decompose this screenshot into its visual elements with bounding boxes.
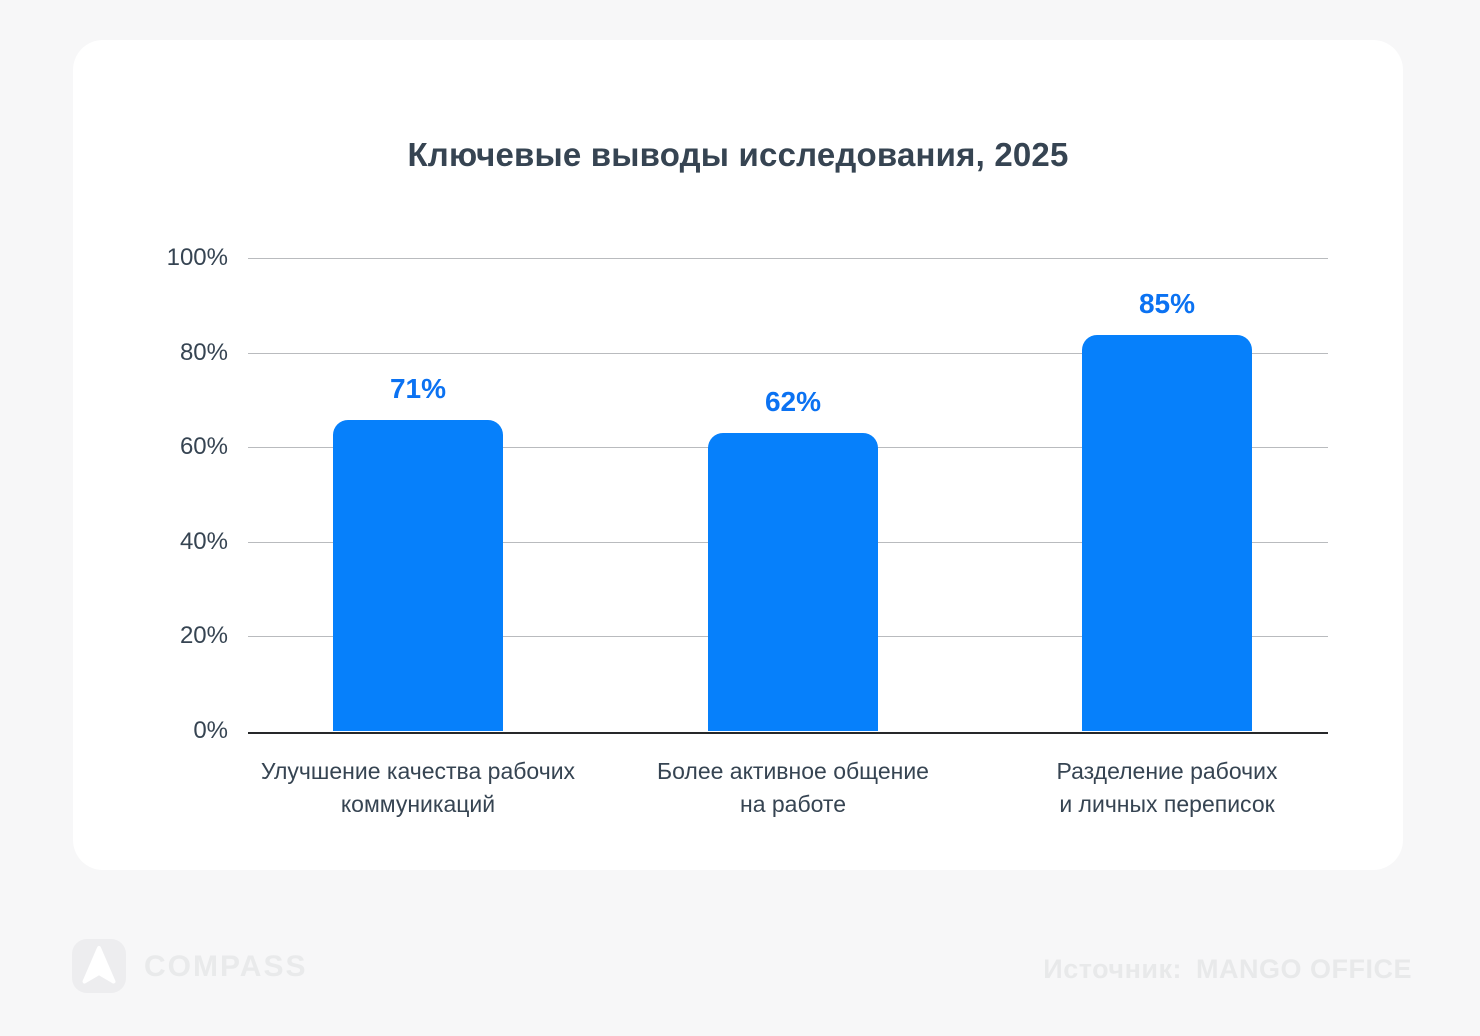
bar-chart-plot-area: 0% 20% 40% 60% 80% 100% 71% Улучшение качества … (167, 246, 1328, 817)
x-category-label-1: Улучшение качества рабочих коммуникаций (260, 758, 576, 817)
x-category-label-3: Разделение рабочих и личных переписок (1056, 758, 1278, 817)
compass-logo (72, 939, 126, 993)
bar-value-label-1: 71% (389, 373, 447, 404)
y-tick-label-20: 20% (179, 622, 228, 649)
gridline-100pct (248, 258, 1328, 259)
y-tick-label-60: 60% (179, 433, 228, 460)
y-tick-label-40: 40% (179, 528, 228, 555)
bar-2 (708, 433, 878, 731)
bar-1 (333, 420, 503, 731)
bar-3 (1082, 335, 1252, 731)
source-credit: Источник: MANGO OFFICE (1043, 954, 1412, 985)
x-category-label-2: Более активное общение на работе (657, 758, 929, 817)
bar-value-label-2: 62% (764, 386, 822, 417)
y-tick-label-0: 0% (193, 717, 228, 744)
x-axis-baseline (248, 732, 1328, 734)
chart-card: Ключевые выводы исследования, 2025 0% 20%… (73, 40, 1403, 870)
gridline-80pct (248, 353, 1328, 354)
y-tick-label-80: 80% (179, 339, 228, 366)
y-tick-label-100: 100% (166, 244, 228, 271)
source-label: Источник: (1043, 954, 1182, 984)
compass-wordmark: COMPASS (144, 950, 308, 983)
bar-value-label-3: 85% (1138, 288, 1196, 319)
chart-title: Ключевые выводы исследования, 2025 (407, 136, 1069, 173)
source-value: MANGO OFFICE (1196, 954, 1412, 984)
